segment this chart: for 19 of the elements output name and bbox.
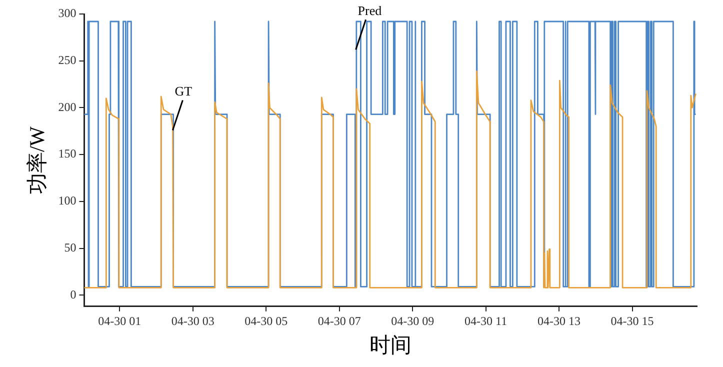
y-tick-label: 300 — [58, 6, 76, 20]
y-tick-label: 0 — [70, 287, 76, 302]
y-tick-label: 150 — [58, 146, 76, 161]
x-tick-label: 04-30 15 — [610, 314, 654, 328]
y-tick-label: 50 — [64, 240, 76, 254]
annotation: GT — [174, 84, 192, 99]
x-tick-label: 04-30 07 — [318, 314, 361, 328]
x-axis-title: 时间 — [370, 332, 412, 357]
x-tick-label: 04-30 03 — [171, 314, 214, 328]
x-tick-label: 04-30 01 — [98, 314, 142, 328]
y-tick-label: 250 — [58, 53, 76, 68]
y-axis-title: 功率/W — [25, 126, 50, 194]
x-tick-label: 04-30 09 — [391, 314, 434, 328]
x-tick-label: 04-30 13 — [538, 314, 581, 328]
x-tick-label: 04-30 11 — [464, 314, 508, 328]
annotation: Pred — [358, 3, 382, 18]
y-tick-label: 100 — [58, 194, 76, 208]
x-tick-label: 04-30 05 — [244, 314, 288, 328]
y-tick-label: 200 — [58, 100, 76, 114]
